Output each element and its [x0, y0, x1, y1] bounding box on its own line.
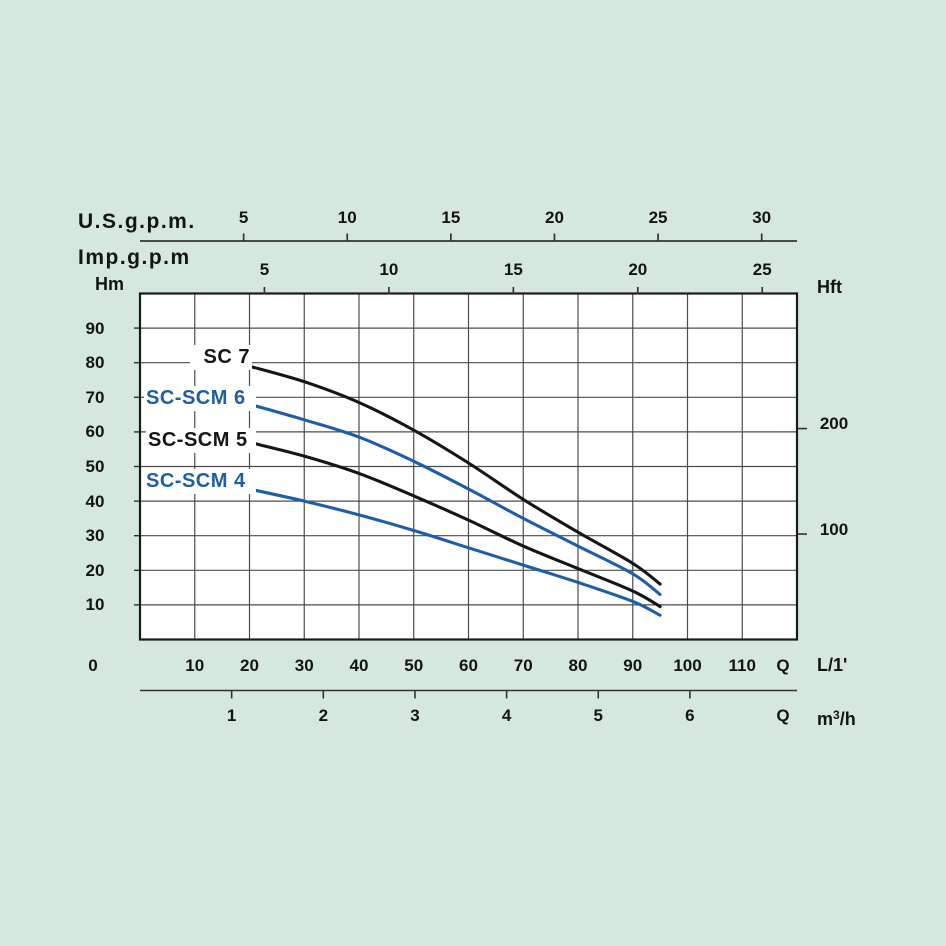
flow-m3h-tick-label: 5	[593, 706, 603, 725]
curve-label-sc-scm-6: SC-SCM 6	[144, 386, 256, 411]
plot-border	[138, 292, 799, 641]
flow-m3h-tick-label: 4	[501, 706, 512, 725]
imp-gpm-axis-ticks	[263, 287, 764, 295]
curve-sc-scm-4	[247, 487, 662, 617]
hm-tick-label: 30	[85, 526, 105, 546]
imp-gpm-tick-label: 25	[752, 259, 772, 279]
flow-lmin-tick-label: 80	[568, 655, 588, 675]
hm-axis-ticks	[134, 327, 139, 606]
flow-lmin-tick-label: 20	[240, 655, 259, 675]
flow-m3h-tick-label: 1	[226, 706, 237, 725]
flow-lmin-tick-label: 110	[728, 655, 756, 675]
flow-q-symbol: Q	[776, 655, 790, 675]
flow-m3h-tick-label: 2	[318, 706, 329, 725]
hm-tick-label: 20	[85, 560, 105, 580]
us-gpm-axis-title: U.S.g.p.m.	[78, 210, 196, 233]
us-gpm-axis	[140, 233, 797, 242]
flow-lmin-tick-label: 60	[459, 655, 478, 675]
hft-axis-ticks	[798, 427, 807, 535]
us-gpm-tick-label: 30	[752, 207, 772, 227]
hm-tick-label: 90	[85, 318, 105, 338]
flow-lmin-tick-label: 70	[513, 655, 533, 675]
hm-tick-label: 60	[85, 422, 105, 442]
imp-gpm-tick-label: 5	[259, 259, 270, 279]
hm-tick-label: 70	[85, 387, 105, 407]
m3h-unit-rest: /h	[839, 709, 856, 729]
head-feet-axis-title: Hft	[817, 277, 842, 297]
flow-m3h-tick-label: 6	[685, 706, 695, 725]
us-gpm-tick-label: 15	[441, 207, 461, 227]
head-meters-axis-title: Hm	[95, 274, 125, 294]
curve-label-sc-scm-5: SC-SCM 5	[146, 428, 256, 453]
flow-axis-zero-label: 0	[88, 655, 98, 675]
curve-sc-scm-6	[247, 402, 662, 597]
hft-tick-label: 100	[819, 519, 849, 539]
imp-gpm-axis-title: Imp.g.p.m	[78, 246, 191, 269]
flow-lmin-tick-label: 10	[185, 655, 205, 675]
us-gpm-tick-label: 20	[544, 207, 564, 227]
flow-lmin-tick-label: 50	[404, 655, 424, 675]
flow-lmin-tick-label: 40	[349, 655, 369, 675]
flow-lmin-tick-label: 30	[294, 655, 314, 675]
flow-lmin-unit-label: L/1'	[817, 654, 848, 675]
curve-sc-7	[247, 364, 662, 586]
curve-sc-scm-5	[247, 440, 662, 609]
us-gpm-tick-label: 5	[238, 207, 249, 227]
curve-label-sc-scm-4: SC-SCM 4	[144, 469, 256, 494]
hm-tick-label: 40	[85, 491, 105, 511]
flow-lmin-tick-label: 90	[623, 655, 643, 675]
hm-tick-label: 10	[85, 595, 105, 615]
us-gpm-tick-label: 10	[337, 207, 357, 227]
imp-gpm-tick-label: 20	[628, 259, 648, 279]
m3h-unit-superscript: 3	[833, 708, 840, 722]
imp-gpm-tick-label: 10	[379, 259, 399, 279]
us-gpm-tick-label: 25	[648, 207, 668, 227]
curve-label-sc-7: SC 7	[190, 345, 252, 370]
hm-tick-label: 50	[85, 457, 105, 476]
m3h-axis	[140, 689, 797, 699]
flow-m3h-tick-label: 3	[410, 706, 420, 725]
m3h-q-symbol: Q	[776, 706, 790, 725]
m3h-unit-base: m	[817, 709, 834, 729]
hm-tick-label: 80	[85, 353, 105, 373]
m3h-unit-label: m3/h	[817, 705, 856, 730]
hft-tick-label: 200	[819, 414, 849, 434]
flow-lmin-tick-label: 100	[673, 655, 702, 675]
gridlines	[140, 293, 797, 640]
imp-gpm-tick-label: 15	[503, 259, 523, 279]
